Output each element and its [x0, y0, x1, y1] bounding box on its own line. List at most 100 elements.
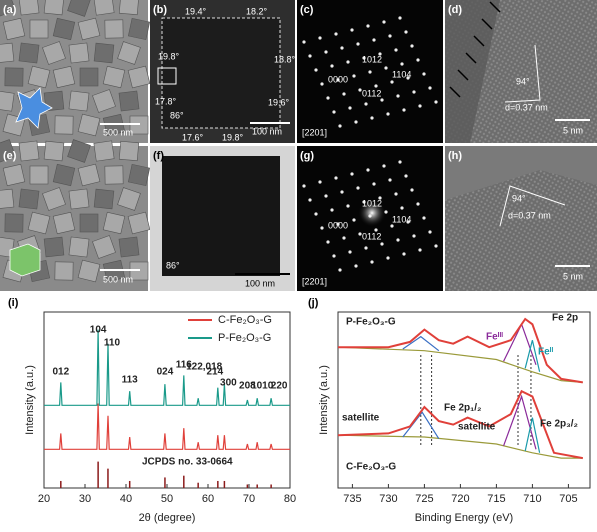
spot	[416, 202, 420, 206]
cube	[127, 211, 151, 235]
cube	[127, 17, 151, 41]
xps-curve	[337, 389, 583, 460]
cube	[29, 165, 49, 185]
plot-frame	[337, 311, 591, 489]
spot	[314, 212, 318, 216]
peak-label: 208	[239, 381, 256, 392]
peak-label: 024	[157, 367, 174, 378]
cube	[2, 17, 26, 41]
cube	[93, 42, 115, 64]
x-axis-label: 2θ (degree)	[139, 512, 196, 524]
spot	[374, 84, 378, 88]
spot	[324, 50, 328, 54]
peak-label: 104	[90, 325, 107, 336]
cube	[93, 188, 115, 210]
panel-label: (i)	[8, 297, 19, 309]
spot	[330, 64, 334, 68]
cube	[0, 0, 16, 17]
angle: 86°	[166, 260, 180, 270]
angle: 94°	[512, 193, 526, 203]
spot	[324, 194, 328, 198]
spot	[370, 116, 374, 120]
spot	[388, 34, 392, 38]
cube	[18, 140, 40, 162]
panel-label: (e)	[3, 150, 17, 162]
cube	[102, 65, 126, 89]
spot	[410, 44, 414, 48]
edge-region	[445, 0, 500, 143]
peak-label: 122,018	[186, 362, 223, 373]
cube	[54, 261, 74, 281]
cube	[18, 42, 40, 64]
spot	[412, 90, 416, 94]
scale-label: 100 nm	[245, 278, 275, 288]
spot-index: 0112	[362, 88, 381, 98]
spot	[356, 186, 360, 190]
cube-icon	[9, 243, 41, 277]
arrow	[473, 35, 485, 47]
spot	[350, 172, 354, 176]
x-tick-label: 735	[343, 493, 361, 505]
cube	[104, 165, 124, 185]
xps-curve	[337, 346, 583, 383]
cube	[52, 65, 76, 89]
annotation: satellite	[342, 413, 380, 424]
x-tick-label: 60	[202, 493, 214, 505]
spot	[394, 48, 398, 52]
annotation: Feᴵᴵ	[538, 347, 553, 358]
arrow	[481, 18, 493, 30]
spot	[390, 80, 394, 84]
x-tick-label: 50	[161, 493, 173, 505]
x-tick-label: 20	[38, 493, 50, 505]
cube	[77, 163, 101, 187]
spot	[382, 20, 386, 24]
cube	[42, 41, 66, 65]
cube	[27, 211, 51, 235]
spot	[334, 176, 338, 180]
spot	[378, 52, 382, 56]
spot	[318, 180, 322, 184]
arrows	[449, 1, 501, 98]
cube	[77, 113, 101, 137]
spot	[352, 74, 356, 78]
spot	[406, 220, 410, 224]
cube	[77, 17, 101, 41]
xps-curve	[402, 411, 440, 440]
spot	[346, 60, 350, 64]
x-tick-label: 70	[243, 493, 255, 505]
angle: 86°	[170, 110, 184, 120]
spot	[358, 232, 362, 236]
cube	[0, 236, 15, 258]
cube	[52, 211, 76, 235]
spot	[428, 230, 432, 234]
cube	[93, 0, 115, 16]
arrow	[449, 86, 461, 98]
arrow	[465, 52, 477, 64]
spot	[400, 62, 404, 66]
spot	[406, 76, 410, 80]
spot-index: 0000	[328, 220, 348, 230]
cube	[92, 89, 116, 113]
spot	[370, 260, 374, 264]
spot	[326, 96, 330, 100]
cube	[67, 139, 91, 163]
panel-label: (c)	[300, 4, 314, 16]
panel-label: (d)	[448, 4, 462, 16]
spot	[398, 16, 402, 20]
angle: 17.6°	[182, 132, 204, 142]
scale-label: 500 nm	[103, 274, 133, 284]
spot	[418, 248, 422, 252]
spot	[362, 200, 366, 204]
scale-label: 100 nm	[252, 126, 282, 136]
spot	[388, 178, 392, 182]
x-tick-label: 715	[487, 493, 505, 505]
cube	[68, 188, 90, 210]
angle-lines	[504, 44, 541, 103]
spot	[334, 32, 338, 36]
spot	[374, 228, 378, 232]
zoom-box	[157, 67, 177, 85]
cube	[18, 188, 40, 210]
spot	[422, 216, 426, 220]
peak-label: 116	[176, 360, 193, 371]
